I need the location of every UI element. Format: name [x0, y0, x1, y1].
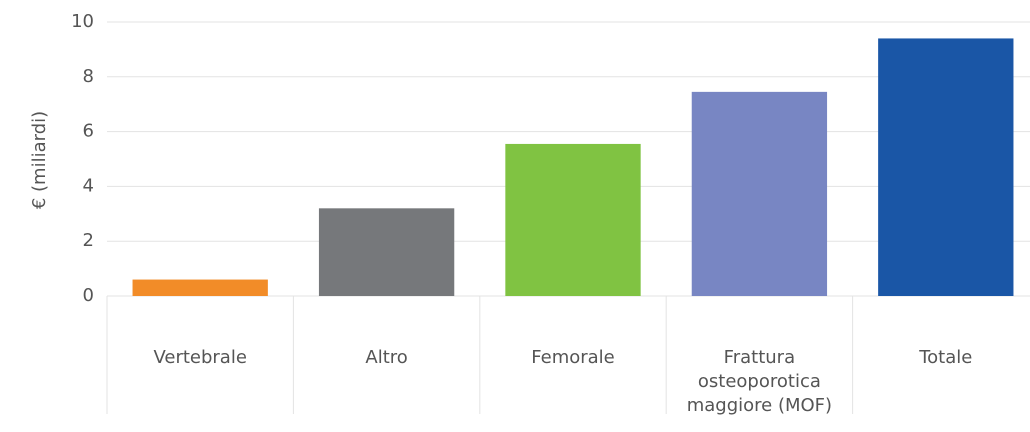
x-tick-label: Vertebrale — [153, 347, 247, 368]
y-tick-label: 10 — [71, 11, 94, 32]
bar — [878, 38, 1014, 296]
y-tick-label: 4 — [83, 175, 94, 196]
bar — [505, 143, 641, 296]
y-axis-label: € (miliardi) — [29, 111, 50, 209]
bar — [132, 279, 268, 296]
y-tick-label: 6 — [83, 121, 94, 142]
y-tick-label: 0 — [83, 285, 94, 306]
x-tick-label: Femorale — [531, 347, 615, 368]
x-tick-label: Altro — [365, 347, 408, 368]
bar — [318, 208, 455, 296]
x-tick-label: Totale — [919, 347, 973, 368]
y-tick-label: 2 — [83, 230, 94, 251]
bar — [691, 91, 828, 297]
x-tick-label: Frattura osteoporotica maggiore (MOF) — [686, 347, 833, 416]
y-tick-label: 8 — [83, 66, 94, 87]
